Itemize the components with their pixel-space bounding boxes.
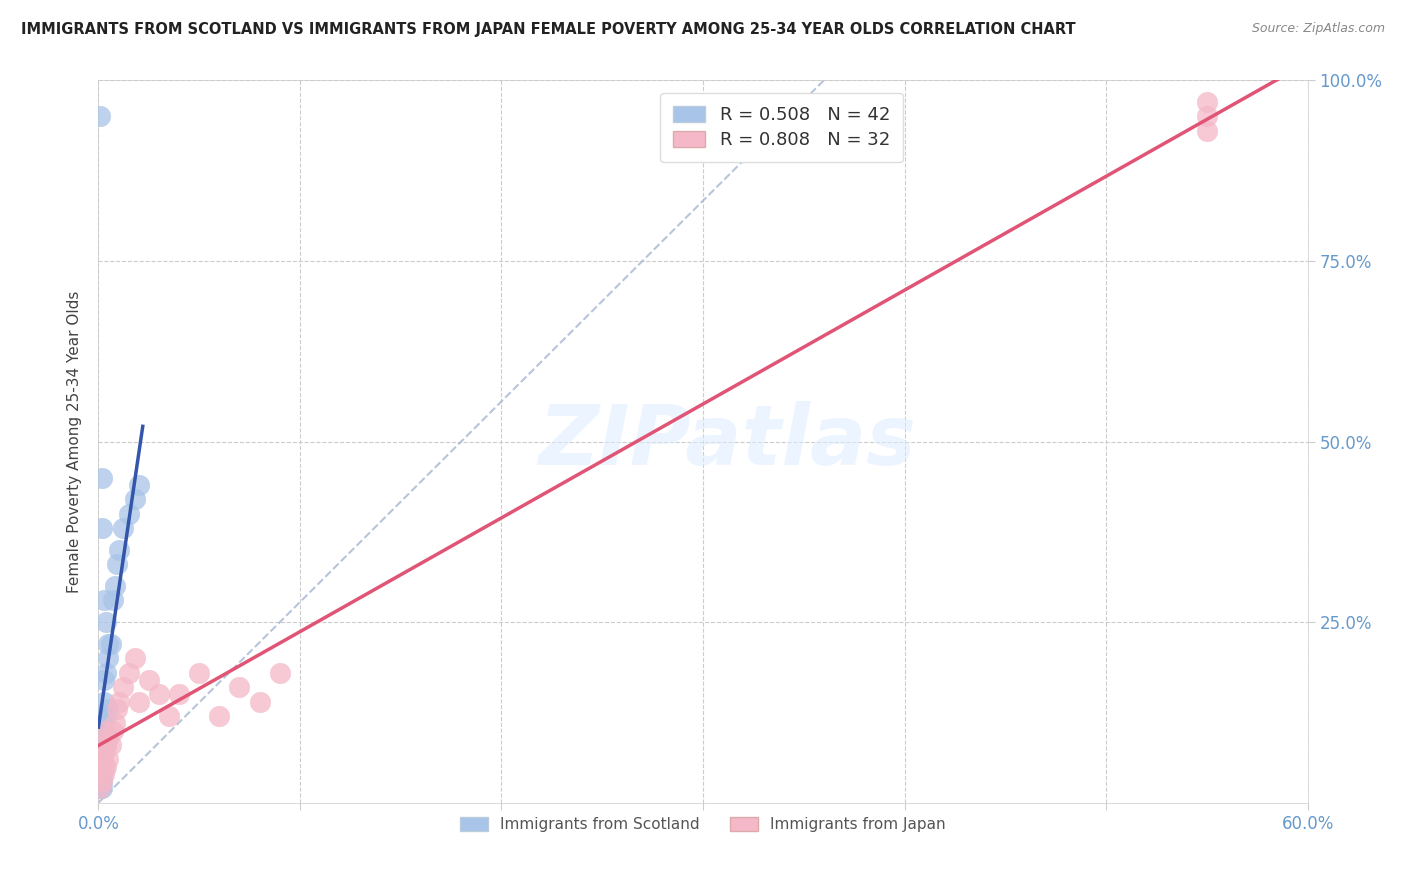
Point	[89, 760, 111, 774]
Point	[89, 760, 111, 774]
Point	[118, 507, 141, 521]
Point	[91, 745, 114, 759]
Point	[89, 731, 111, 745]
Point	[96, 760, 118, 774]
Point	[89, 781, 111, 796]
Point	[148, 687, 170, 701]
Point	[96, 615, 118, 630]
Point	[89, 774, 111, 789]
Point	[97, 651, 120, 665]
Point	[89, 738, 111, 752]
Point	[107, 542, 129, 557]
Point	[96, 738, 118, 752]
Point	[91, 470, 114, 484]
Point	[228, 680, 250, 694]
Point	[93, 673, 115, 687]
Point	[93, 767, 115, 781]
Text: ZIPatlas: ZIPatlas	[538, 401, 917, 482]
Point	[157, 709, 180, 723]
Point	[128, 695, 150, 709]
Point	[97, 702, 120, 716]
Point	[101, 593, 124, 607]
Point	[167, 687, 190, 701]
Point	[269, 665, 291, 680]
Point	[91, 723, 114, 738]
Point	[97, 752, 120, 766]
Legend: Immigrants from Scotland, Immigrants from Japan: Immigrants from Scotland, Immigrants fro…	[454, 811, 952, 838]
Point	[91, 774, 114, 789]
Point	[89, 752, 111, 766]
Point	[105, 702, 128, 716]
Point	[111, 521, 134, 535]
Point	[103, 716, 125, 731]
Point	[91, 752, 114, 766]
Point	[1195, 124, 1218, 138]
Point	[128, 478, 150, 492]
Point	[89, 767, 111, 781]
Point	[208, 709, 231, 723]
Y-axis label: Female Poverty Among 25-34 Year Olds: Female Poverty Among 25-34 Year Olds	[67, 291, 83, 592]
Point	[91, 781, 114, 796]
Point	[96, 738, 118, 752]
Point	[101, 723, 124, 738]
Point	[249, 695, 271, 709]
Text: Source: ZipAtlas.com: Source: ZipAtlas.com	[1251, 22, 1385, 36]
Point	[118, 665, 141, 680]
Point	[93, 723, 115, 738]
Point	[93, 745, 115, 759]
Point	[91, 767, 114, 781]
Point	[89, 781, 111, 796]
Point	[91, 709, 114, 723]
Point	[91, 760, 114, 774]
Point	[93, 593, 115, 607]
Point	[100, 738, 122, 752]
Point	[97, 731, 120, 745]
Point	[111, 680, 134, 694]
Point	[89, 110, 111, 124]
Point	[103, 579, 125, 593]
Point	[105, 558, 128, 572]
Point	[124, 492, 146, 507]
Point	[93, 745, 115, 759]
Point	[93, 723, 115, 738]
Point	[1195, 95, 1218, 109]
Point	[97, 637, 120, 651]
Point	[188, 665, 211, 680]
Point	[124, 651, 146, 665]
Point	[138, 673, 160, 687]
Point	[89, 745, 111, 759]
Point	[107, 695, 129, 709]
Point	[91, 521, 114, 535]
Point	[100, 637, 122, 651]
Point	[96, 665, 118, 680]
Point	[91, 774, 114, 789]
Point	[91, 752, 114, 766]
Point	[93, 760, 115, 774]
Point	[91, 738, 114, 752]
Text: IMMIGRANTS FROM SCOTLAND VS IMMIGRANTS FROM JAPAN FEMALE POVERTY AMONG 25-34 YEA: IMMIGRANTS FROM SCOTLAND VS IMMIGRANTS F…	[21, 22, 1076, 37]
Point	[93, 695, 115, 709]
Point	[96, 709, 118, 723]
Point	[1195, 110, 1218, 124]
